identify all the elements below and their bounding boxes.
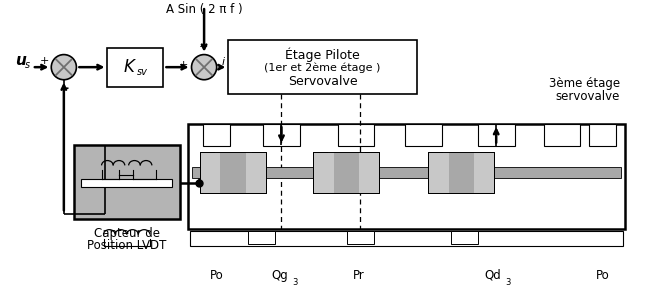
Bar bbox=[81, 179, 172, 187]
Circle shape bbox=[192, 55, 216, 80]
Text: Capteur de: Capteur de bbox=[94, 227, 160, 240]
Circle shape bbox=[51, 55, 77, 80]
Bar bbox=[406, 124, 442, 145]
Text: +: + bbox=[179, 60, 188, 70]
Text: Po: Po bbox=[595, 268, 610, 281]
Text: Qg: Qg bbox=[271, 268, 288, 281]
Bar bbox=[246, 152, 252, 193]
Bar bbox=[263, 124, 300, 145]
Text: Pr: Pr bbox=[353, 268, 365, 281]
Bar bbox=[478, 124, 515, 145]
Text: servovalve: servovalve bbox=[556, 90, 620, 103]
Bar bbox=[443, 152, 448, 193]
Text: s: s bbox=[25, 60, 31, 70]
Bar bbox=[248, 231, 275, 244]
Bar bbox=[214, 152, 252, 193]
Text: u: u bbox=[16, 53, 27, 68]
Bar bbox=[450, 231, 478, 244]
Text: Étage Pilote: Étage Pilote bbox=[285, 48, 360, 62]
Bar bbox=[313, 152, 379, 193]
Bar bbox=[200, 152, 266, 193]
Text: Servovalve: Servovalve bbox=[288, 75, 358, 88]
Bar bbox=[328, 152, 333, 193]
Text: 3: 3 bbox=[505, 278, 510, 287]
Text: Po: Po bbox=[210, 268, 224, 281]
Text: +: + bbox=[198, 42, 208, 52]
Bar bbox=[107, 48, 163, 86]
Text: K: K bbox=[124, 58, 134, 76]
Text: 3ème étage: 3ème étage bbox=[549, 77, 620, 90]
Bar bbox=[337, 124, 374, 145]
Text: -: - bbox=[63, 82, 68, 95]
Bar bbox=[328, 152, 365, 193]
Bar bbox=[73, 144, 180, 219]
Text: Position LVDT: Position LVDT bbox=[87, 239, 166, 252]
Bar bbox=[359, 152, 365, 193]
Bar bbox=[228, 40, 417, 94]
Bar bbox=[214, 152, 220, 193]
Bar bbox=[313, 152, 379, 193]
Text: +: + bbox=[40, 56, 49, 66]
Bar bbox=[200, 152, 266, 193]
Text: (1er et 2ème étage ): (1er et 2ème étage ) bbox=[265, 63, 381, 73]
Bar bbox=[188, 124, 625, 229]
Bar bbox=[474, 152, 480, 193]
Text: i: i bbox=[222, 57, 225, 67]
Bar bbox=[589, 124, 616, 145]
Bar bbox=[443, 152, 480, 193]
Bar bbox=[203, 124, 230, 145]
Bar bbox=[543, 124, 580, 145]
Bar bbox=[428, 152, 494, 193]
Text: sv: sv bbox=[136, 67, 148, 77]
Text: A Sin ( 2 π f ): A Sin ( 2 π f ) bbox=[166, 3, 242, 16]
Bar bbox=[428, 152, 494, 193]
Bar bbox=[347, 231, 374, 244]
Bar bbox=[192, 167, 621, 178]
Text: Qd: Qd bbox=[484, 268, 500, 281]
Text: 3: 3 bbox=[292, 278, 298, 287]
Bar bbox=[190, 231, 623, 246]
